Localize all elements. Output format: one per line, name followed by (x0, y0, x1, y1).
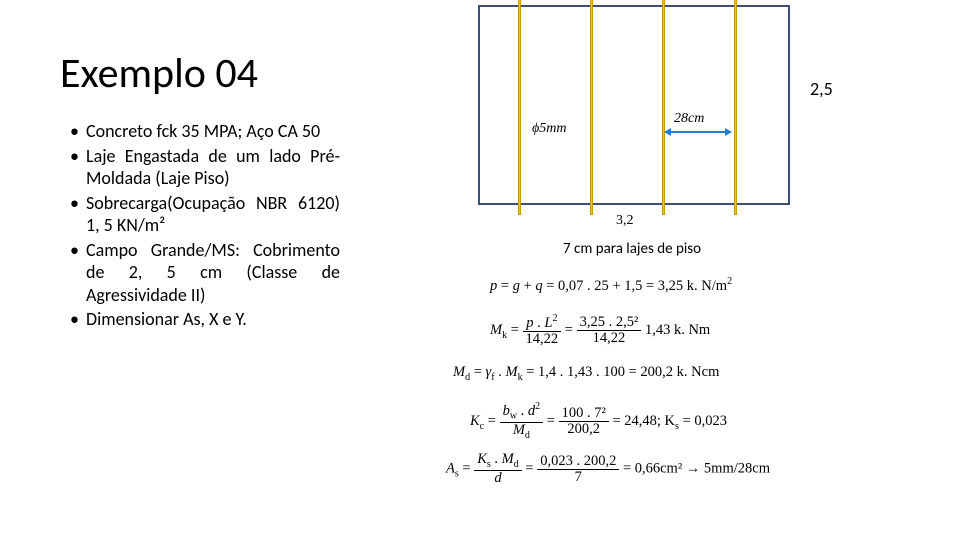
list-item: Concreto fck 35 MPA; Aço CA 50 (70, 120, 340, 143)
equation-mk: Mk = p . L214,22 = 3,25 . 2,5²14,22 1,43… (490, 314, 710, 347)
rebar-line (734, 0, 737, 215)
span-dimension: 2,5 (810, 78, 833, 100)
equation-md: Md = γf . Mk = 1,4 . 1,43 . 100 = 200,2 … (453, 364, 719, 383)
rebar-line (590, 0, 593, 215)
list-item: Sobrecarga(Ocupação NBR 6120) 1, 5 KN/m² (70, 192, 340, 237)
bullet-list: Concreto fck 35 MPA; Aço CA 50 Laje Enga… (70, 120, 340, 333)
list-item: Campo Grande/MS: Cobrimento de 2, 5 cm (… (70, 239, 340, 307)
equation-p: p = g + q = 0,07 . 25 + 1,5 = 3,25 k. N/… (490, 276, 732, 295)
spacing-label: 28cm (674, 111, 704, 127)
spacing-arrow (666, 131, 730, 133)
slab-cross-section-diagram: ϕ5mm 28cm (470, 5, 800, 225)
equation-kc: Kc = bw . d2Md = 100 . 7²200,2 = 24,48; … (470, 402, 727, 442)
slab-outline (478, 5, 790, 205)
equation-as: As = Ks . Mdd = 0,023 . 200,27 = 0,66cm²… (446, 452, 770, 487)
list-item: Dimensionar As, X e Y. (70, 308, 340, 331)
bottom-dimension: 3,2 (616, 213, 634, 229)
phi-label: ϕ5mm (532, 121, 566, 137)
rebar-line (662, 0, 665, 215)
list-item: Laje Engastada de um lado Pré-Moldada (L… (70, 145, 340, 190)
slab-thickness-caption: 7 cm para lajes de piso (563, 240, 701, 258)
rebar-line (518, 0, 521, 215)
page-title: Exemplo 04 (60, 48, 258, 99)
